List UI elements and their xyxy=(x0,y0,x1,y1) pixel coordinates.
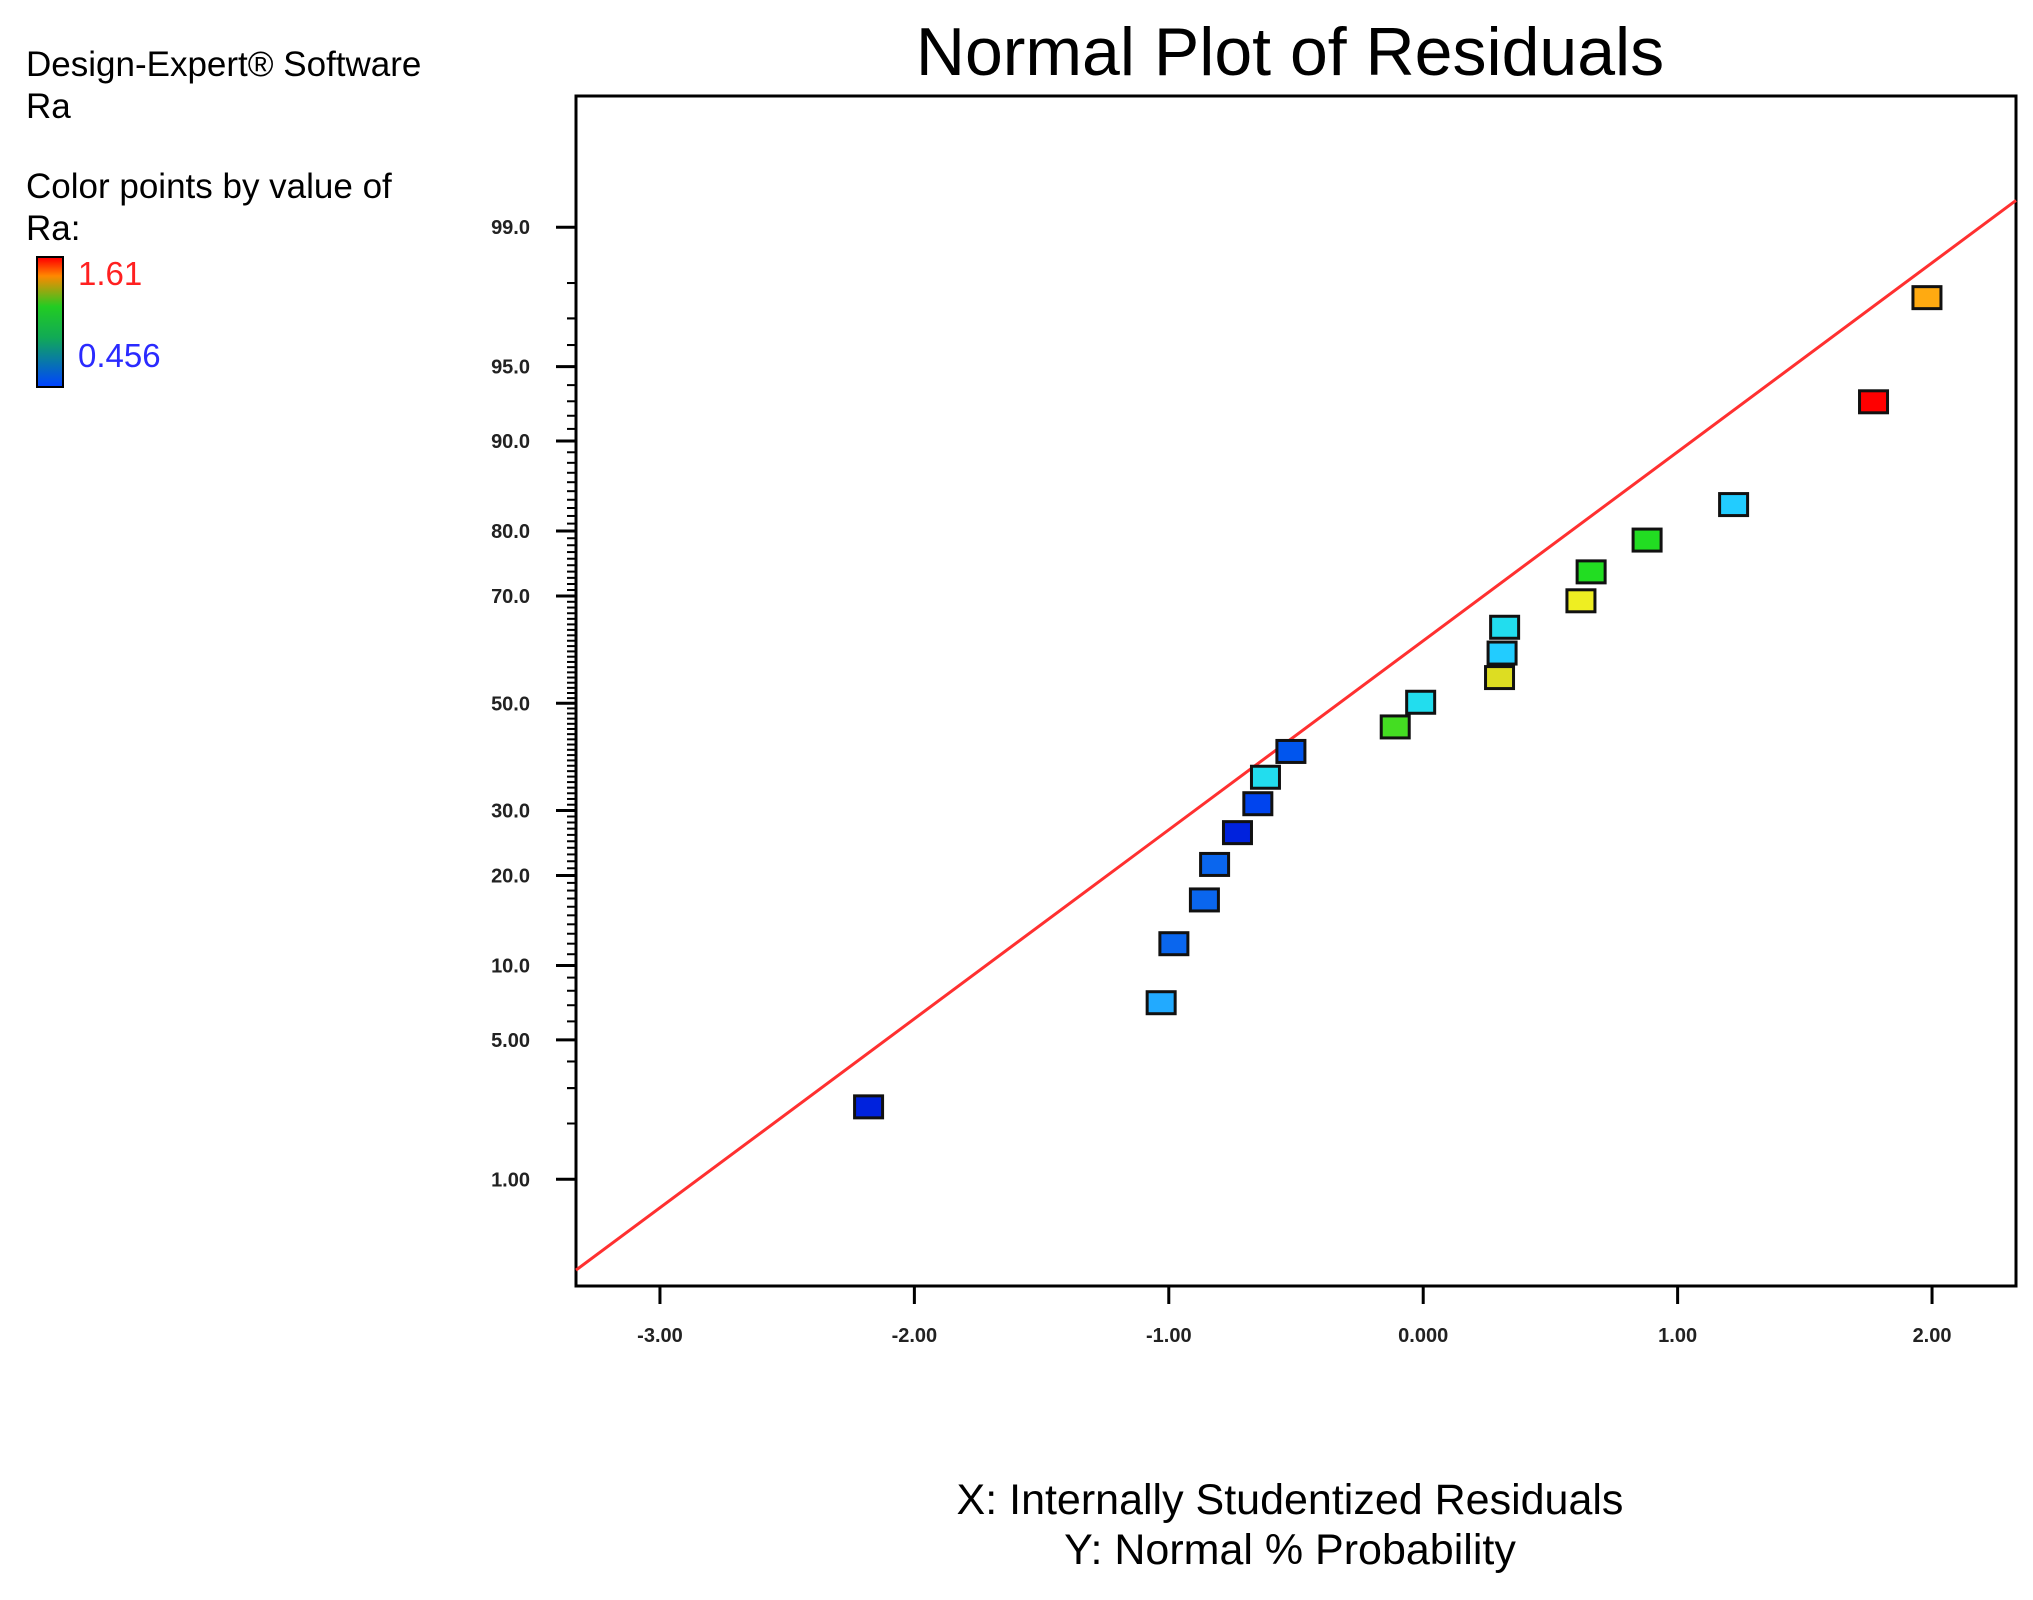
y-tick-label: 90.0 xyxy=(491,431,530,453)
data-point xyxy=(1405,689,1437,715)
color-legend: 1.61 0.456 xyxy=(36,256,336,390)
data-point xyxy=(1221,820,1253,846)
data-point xyxy=(853,1094,885,1120)
info-panel: Design-Expert® Software Ra Color points … xyxy=(26,44,446,250)
data-point xyxy=(1188,887,1220,913)
colorbar-gradient xyxy=(36,256,64,388)
legend-heading-line2: Ra: xyxy=(26,209,81,248)
y-axis-ticks: 1.00 5.00 10.0 20.0 30.0 50.0 70.0 80.0 90.0 95.0… xyxy=(491,217,576,1191)
x-tick-label: -3.00 xyxy=(637,1325,683,1347)
x-axis-ticks: -3.00 -2.00 -1.00 0.000 1.00 2.00 xyxy=(637,1286,1952,1347)
data-point xyxy=(1489,614,1521,640)
y-tick-label: 95.0 xyxy=(491,357,530,379)
x-tick-label: -2.00 xyxy=(892,1325,938,1347)
x-tick-label: 2.00 xyxy=(1913,1325,1952,1347)
x-tick-label: 0.000 xyxy=(1398,1325,1448,1347)
data-point xyxy=(1199,851,1231,877)
x-tick-label: -1.00 xyxy=(1146,1325,1192,1347)
y-tick-label: 70.0 xyxy=(491,586,530,608)
data-point xyxy=(1379,714,1411,740)
data-point xyxy=(1631,527,1663,553)
data-point xyxy=(1911,285,1943,311)
x-axis-label: X: Internally Studentized Residuals xyxy=(956,1476,1624,1524)
colorbar-max-label: 1.61 xyxy=(78,255,143,292)
y-tick-label: 30.0 xyxy=(491,801,530,823)
x-tick-label: 1.00 xyxy=(1658,1325,1697,1347)
y-tick-label: 80.0 xyxy=(491,521,530,543)
data-point xyxy=(1158,931,1190,957)
y-axis-label: Y: Normal % Probability xyxy=(1064,1526,1516,1574)
y-tick-label: 5.00 xyxy=(491,1030,530,1052)
y-tick-label: 1.00 xyxy=(491,1169,530,1191)
software-label: Design-Expert® Software xyxy=(26,45,422,84)
data-point xyxy=(1565,588,1597,614)
legend-heading-line1: Color points by value of xyxy=(26,167,392,206)
data-point xyxy=(1486,640,1518,666)
data-point xyxy=(1484,665,1516,691)
axis-captions: X: Internally Studentized Residuals Y: N… xyxy=(540,1475,2033,1575)
data-point xyxy=(1242,791,1274,817)
y-tick-label: 50.0 xyxy=(491,693,530,715)
data-point xyxy=(1575,559,1607,585)
data-point xyxy=(1858,389,1890,415)
data-point xyxy=(1249,764,1281,790)
response-name: Ra xyxy=(26,87,71,126)
data-point xyxy=(1718,492,1750,518)
y-tick-label: 20.0 xyxy=(491,865,530,887)
y-tick-label: 99.0 xyxy=(491,217,530,239)
y-tick-label: 10.0 xyxy=(491,955,530,977)
data-point xyxy=(1145,990,1177,1016)
colorbar-min-label: 0.456 xyxy=(78,337,161,374)
data-point xyxy=(1275,738,1307,764)
data-points xyxy=(853,285,1943,1120)
reference-line xyxy=(575,199,2017,1272)
chart-title: Normal Plot of Residuals xyxy=(915,14,1665,90)
plot-frame xyxy=(574,94,2018,1288)
